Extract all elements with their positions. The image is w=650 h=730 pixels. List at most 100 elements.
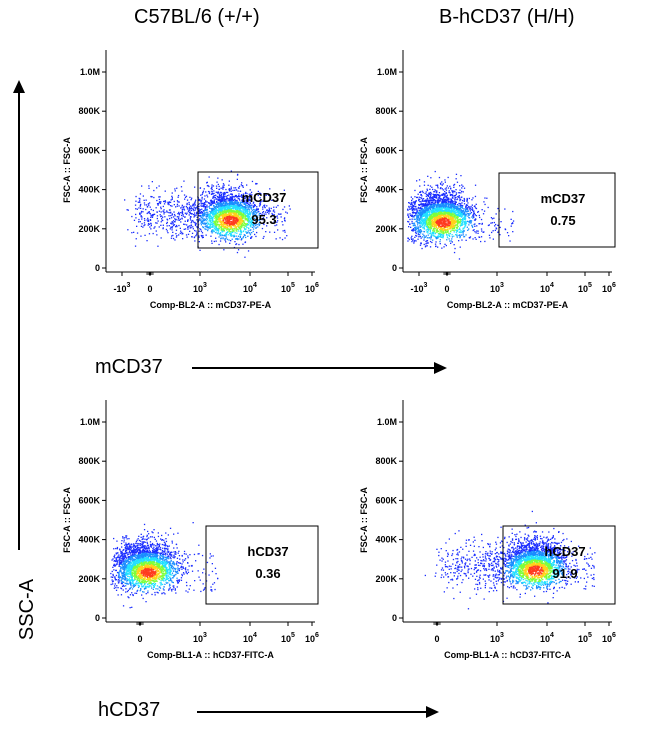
- event-dot: [280, 213, 282, 215]
- event-dot: [268, 211, 270, 213]
- event-dot: [226, 202, 228, 205]
- event-dot: [432, 193, 434, 195]
- event-dot: [255, 220, 257, 222]
- event-dot: [250, 211, 252, 213]
- event-dot: [184, 196, 187, 198]
- event-dot: [248, 232, 250, 234]
- event-dot: [143, 199, 145, 201]
- event-dot: [142, 211, 144, 213]
- event-dot: [222, 215, 225, 217]
- event-dot: [450, 228, 452, 230]
- event-dot: [462, 205, 464, 207]
- event-dot: [443, 246, 445, 248]
- event-dot: [456, 235, 458, 237]
- event-dot: [228, 229, 230, 231]
- event-dot: [407, 213, 409, 215]
- event-dot: [135, 217, 137, 219]
- event-dot: [190, 208, 192, 210]
- event-dot: [462, 220, 464, 222]
- event-dot: [152, 214, 154, 217]
- event-dot: [246, 205, 249, 207]
- event-dot: [407, 240, 409, 242]
- event-dot: [202, 220, 204, 223]
- event-dot: [161, 219, 163, 222]
- event-dot: [411, 240, 413, 243]
- event-dot: [419, 215, 421, 217]
- event-dot: [459, 222, 461, 224]
- event-dot: [208, 185, 210, 188]
- event-dot: [421, 219, 423, 221]
- event-dot: [234, 208, 237, 210]
- event-dot: [460, 206, 462, 209]
- event-dot: [180, 186, 183, 188]
- event-dot: [448, 203, 450, 205]
- event-dot: [211, 193, 213, 195]
- event-dot: [436, 236, 438, 238]
- event-dot: [211, 232, 213, 234]
- event-dot: [420, 190, 422, 193]
- event-dot: [169, 228, 171, 230]
- event-dot: [444, 225, 447, 227]
- event-dot: [212, 230, 214, 233]
- event-dot: [241, 238, 243, 240]
- event-dot: [216, 218, 219, 221]
- event-dot: [442, 231, 444, 233]
- event-dot: [214, 220, 216, 222]
- event-dot: [248, 193, 250, 195]
- event-dot: [286, 212, 288, 214]
- event-dot: [160, 211, 162, 213]
- event-dot: [220, 222, 222, 224]
- event-dot: [203, 204, 205, 206]
- event-dot: [252, 224, 255, 227]
- event-dot: [407, 208, 409, 210]
- event-dot: [212, 196, 214, 198]
- event-dot: [430, 226, 432, 229]
- event-dot: [234, 241, 236, 243]
- event-dot: [433, 228, 435, 230]
- event-dot: [213, 212, 216, 214]
- event-dot: [451, 238, 453, 240]
- event-dot: [416, 211, 418, 213]
- event-dot: [247, 203, 249, 205]
- event-dot: [467, 208, 469, 210]
- event-dot: [413, 208, 415, 210]
- event-dot: [165, 228, 168, 231]
- event-dot: [233, 203, 235, 205]
- event-dot: [213, 205, 215, 207]
- event-dot: [415, 229, 417, 231]
- event-dot: [419, 234, 421, 236]
- event-dot: [127, 209, 129, 211]
- event-dot: [239, 222, 241, 224]
- event-dot: [138, 221, 140, 223]
- event-dot: [220, 207, 222, 209]
- event-dot: [437, 246, 439, 248]
- event-dot: [410, 196, 412, 198]
- event-dot: [416, 210, 418, 212]
- event-dot: [432, 216, 434, 218]
- event-dot: [428, 203, 430, 206]
- event-dot: [230, 225, 233, 227]
- event-dot: [260, 215, 262, 217]
- event-dot: [171, 195, 173, 197]
- event-dot: [226, 229, 228, 231]
- event-dot: [191, 205, 193, 207]
- event-dot: [191, 232, 194, 234]
- event-dot: [205, 216, 207, 218]
- event-dot: [209, 221, 211, 223]
- event-dot: [219, 233, 221, 235]
- event-dot: [177, 194, 180, 197]
- event-dot: [426, 211, 428, 213]
- event-dot: [427, 215, 429, 217]
- event-dot: [433, 202, 435, 205]
- event-dot: [222, 185, 224, 187]
- event-dot: [444, 206, 446, 208]
- event-dot: [475, 207, 478, 210]
- event-dot: [452, 204, 454, 207]
- event-dot: [252, 228, 255, 230]
- event-dot: [438, 217, 440, 220]
- event-dot: [243, 195, 245, 198]
- event-dot: [257, 223, 259, 226]
- event-dot: [156, 217, 158, 220]
- event-dot: [141, 185, 143, 187]
- event-dot: [275, 238, 277, 240]
